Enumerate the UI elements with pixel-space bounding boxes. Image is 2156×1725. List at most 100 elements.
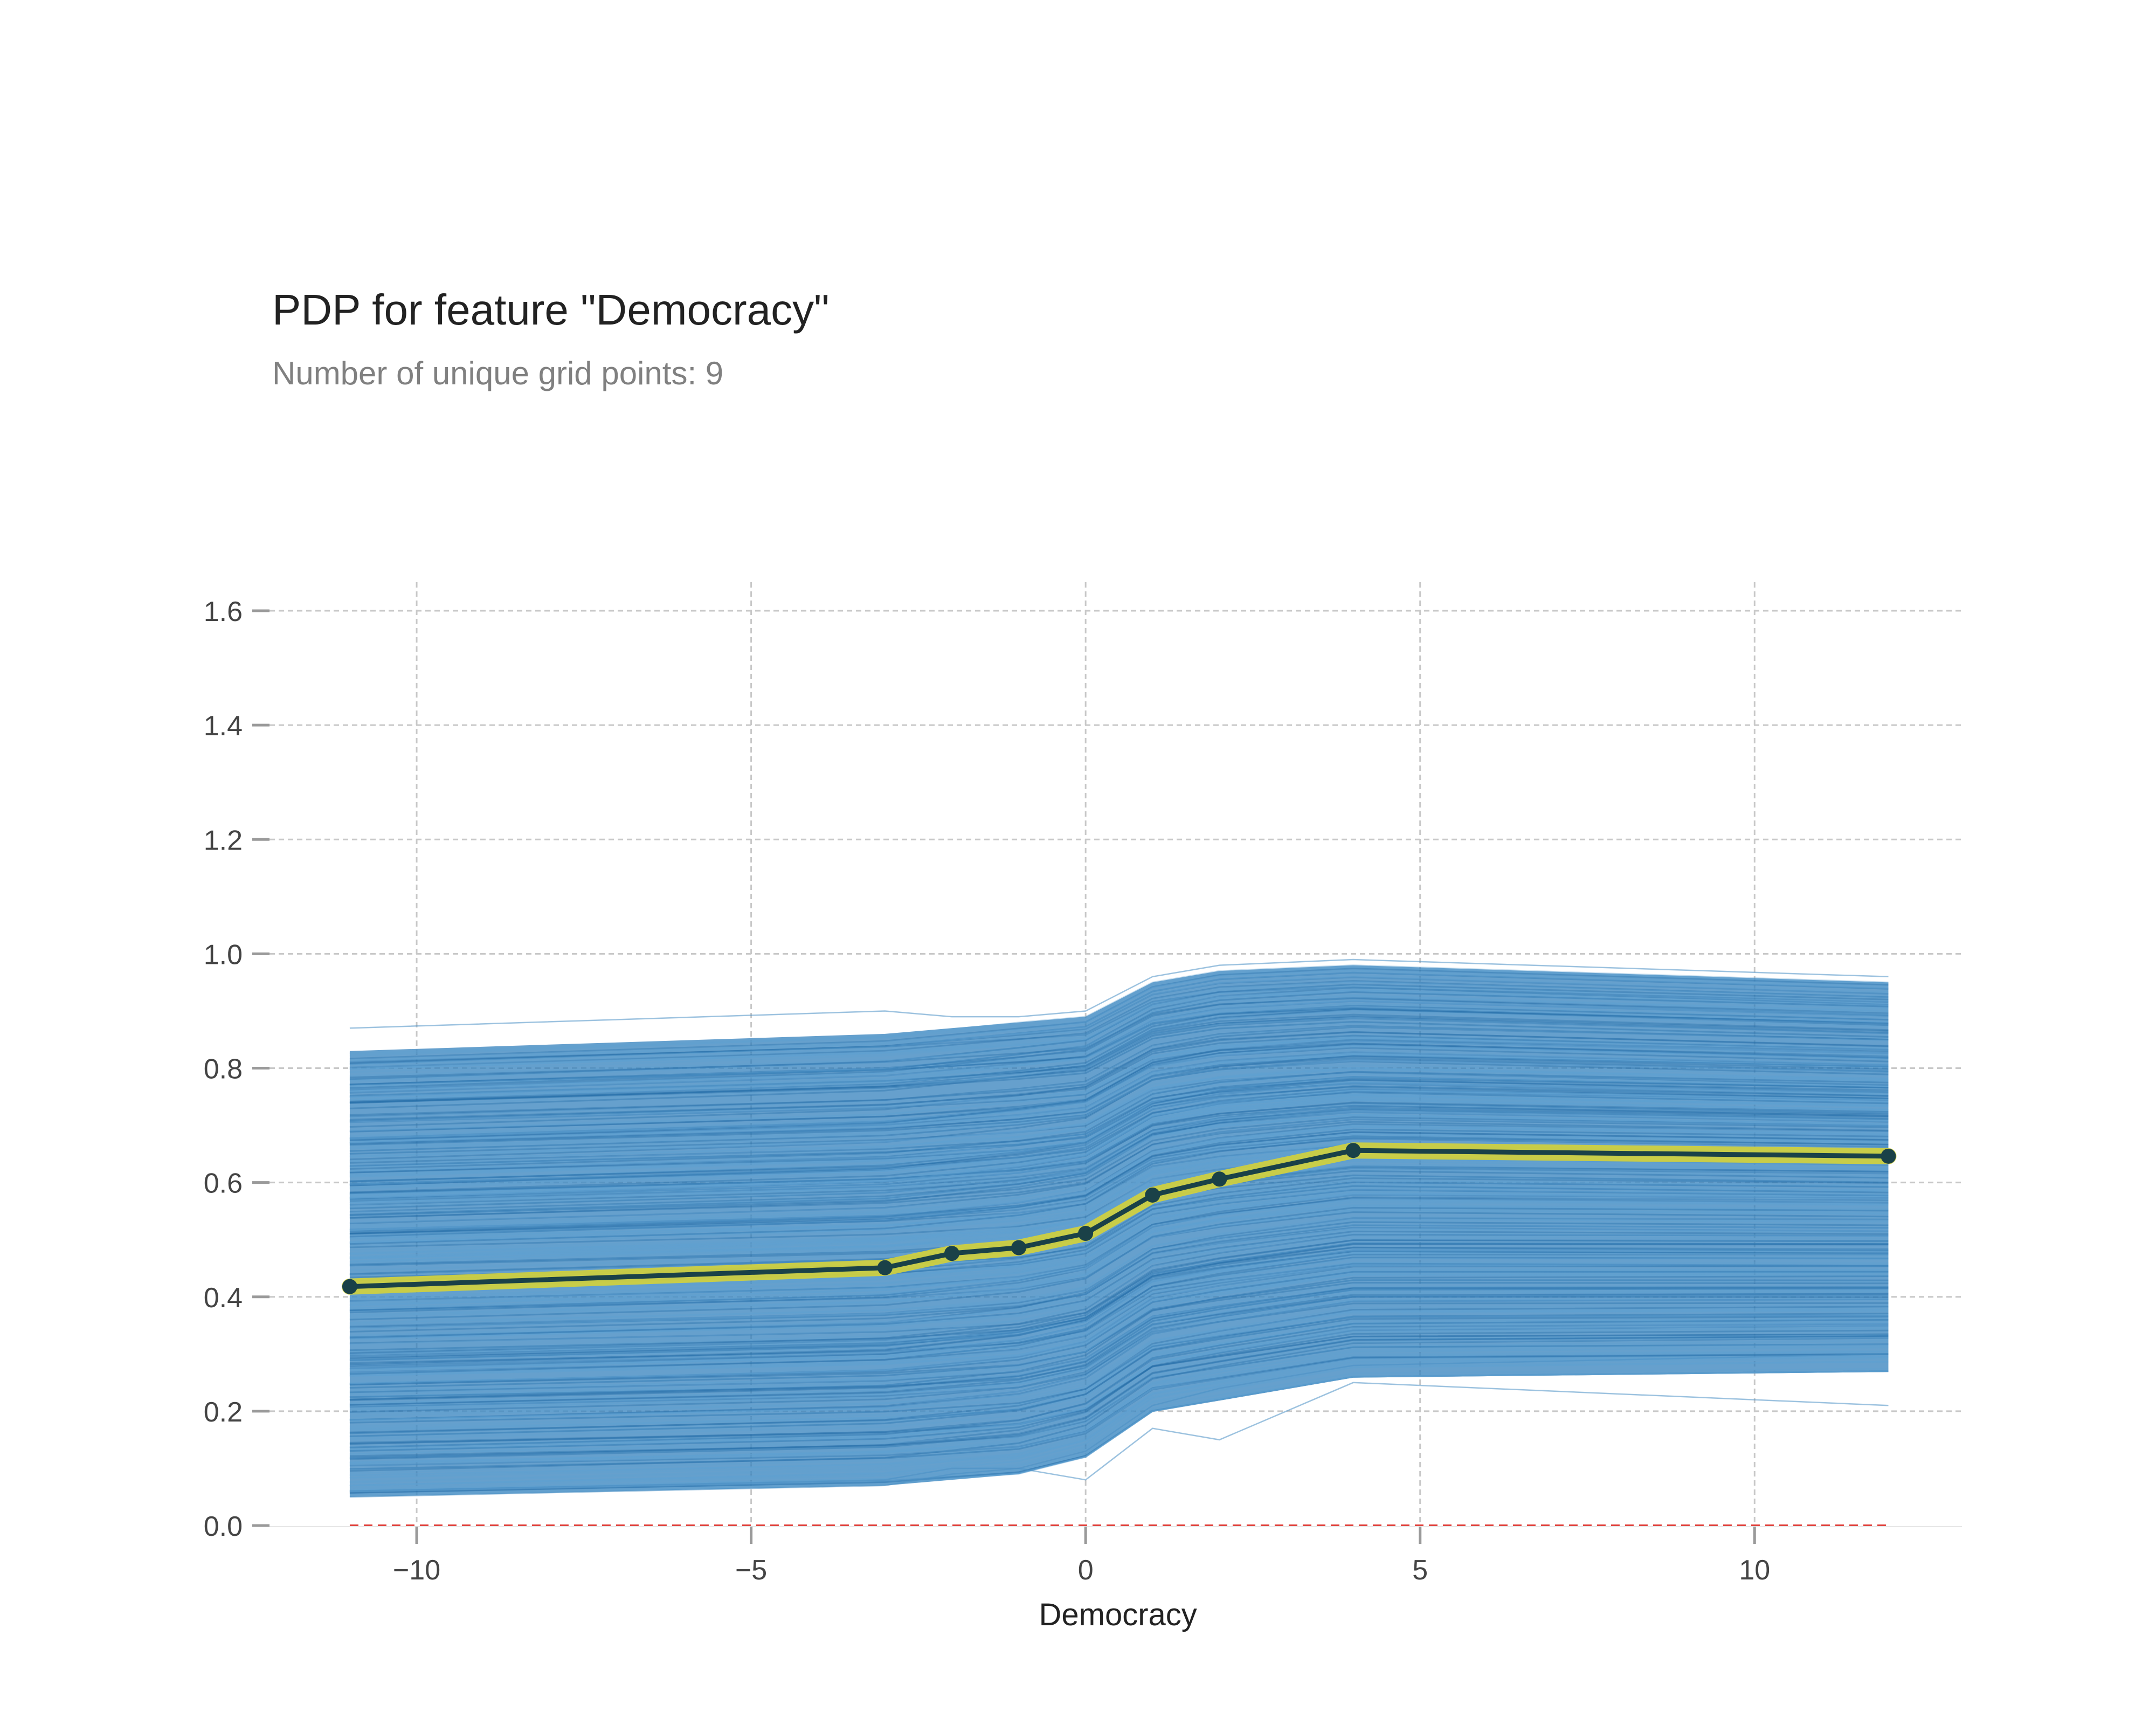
ice-line — [349, 1082, 1889, 1167]
ice-line — [349, 1192, 1889, 1306]
ice-line — [349, 990, 1889, 1070]
ice-line — [349, 1216, 1889, 1329]
ice-line — [349, 1313, 1889, 1437]
ice-line — [349, 1208, 1889, 1313]
ice-line — [349, 981, 1889, 1070]
ice-line — [349, 1090, 1889, 1199]
ice-line — [349, 1099, 1889, 1195]
ice-line — [349, 1137, 1889, 1234]
ice-line — [349, 1353, 1889, 1484]
ice-outlier-line — [349, 958, 1889, 1029]
ice-line — [349, 1103, 1889, 1216]
ice-line — [349, 1137, 1889, 1230]
ice-line — [349, 1344, 1889, 1474]
ice-line — [349, 990, 1889, 1092]
ice-line — [349, 1273, 1889, 1377]
ice-line — [349, 1194, 1889, 1312]
ice-line — [349, 1117, 1889, 1231]
ice-line — [349, 1133, 1889, 1232]
ice-line — [349, 1296, 1889, 1398]
ice-line — [349, 971, 1889, 1066]
ice-line — [349, 1004, 1889, 1094]
ice-line — [349, 1320, 1889, 1440]
ice-line — [349, 1264, 1889, 1370]
ice-line — [349, 1142, 1889, 1241]
ice-line — [349, 1000, 1889, 1098]
ice-line — [349, 1288, 1889, 1404]
ice-line — [349, 1246, 1889, 1344]
ice-line — [349, 1270, 1889, 1377]
ice-line — [349, 1189, 1889, 1287]
ice-line — [349, 1209, 1889, 1317]
ice-line — [349, 1115, 1889, 1203]
ice-line — [349, 1264, 1889, 1374]
ice-line — [349, 1211, 1889, 1306]
ice-line — [349, 1054, 1889, 1149]
ice-line — [349, 1370, 1889, 1493]
ice-line — [349, 1133, 1889, 1236]
ice-line — [349, 1068, 1889, 1157]
ice-line — [349, 1136, 1889, 1245]
ice-line — [349, 1292, 1889, 1421]
ice-line — [349, 1111, 1889, 1206]
ice-line — [349, 1221, 1889, 1328]
ice-line — [349, 1003, 1889, 1086]
ice-line — [349, 1263, 1889, 1384]
ice-line — [349, 1313, 1889, 1434]
ice-line — [349, 1075, 1889, 1168]
ice-line — [349, 1308, 1889, 1438]
ice-line — [349, 1298, 1889, 1422]
ice-line — [349, 1051, 1889, 1143]
ice-line — [349, 1182, 1889, 1294]
ice-line — [349, 1068, 1889, 1178]
y-tick-label: 1.4 — [204, 710, 243, 742]
ice-line — [349, 1250, 1889, 1358]
ice-line — [349, 1310, 1889, 1414]
pdp-point — [877, 1260, 893, 1275]
ice-line — [349, 1099, 1889, 1196]
ice-line — [349, 1298, 1889, 1421]
ice-line — [349, 1370, 1889, 1494]
ice-line — [349, 1271, 1889, 1393]
ice-line — [349, 1008, 1889, 1104]
ice-line — [349, 1091, 1889, 1182]
ice-line — [349, 1085, 1889, 1188]
ice-line — [349, 1081, 1889, 1185]
ice-line — [349, 1298, 1889, 1410]
ice-line — [349, 1000, 1889, 1086]
ice-line — [349, 1046, 1889, 1140]
ice-line — [349, 1095, 1889, 1205]
y-tick-label: 0.8 — [204, 1054, 243, 1085]
ice-line — [349, 1262, 1889, 1364]
ice-line — [349, 1109, 1889, 1199]
ice-line — [349, 1220, 1889, 1330]
ice-line — [349, 1126, 1889, 1238]
ice-line — [349, 1361, 1889, 1489]
ice-line — [349, 1059, 1889, 1152]
ice-line — [349, 1128, 1889, 1238]
ice-line — [349, 1040, 1889, 1123]
ice-line — [349, 1034, 1889, 1121]
ice-line — [349, 1098, 1889, 1186]
ice-line — [349, 1044, 1889, 1147]
ice-line — [349, 1005, 1889, 1091]
ice-line — [349, 1096, 1889, 1204]
ice-line — [349, 1315, 1889, 1424]
ice-line — [349, 1343, 1889, 1457]
ice-line — [349, 1108, 1889, 1219]
ice-line — [349, 1089, 1889, 1199]
ice-line — [349, 1224, 1889, 1333]
x-tick-label: −10 — [393, 1555, 440, 1586]
ice-line — [349, 1131, 1889, 1232]
ice-line — [349, 966, 1889, 1062]
ice-line — [349, 1335, 1889, 1459]
ice-line — [349, 1186, 1889, 1303]
ice-line — [349, 1327, 1889, 1449]
ice-line — [349, 1356, 1889, 1476]
ice-line — [349, 1184, 1889, 1290]
ice-line — [349, 1252, 1889, 1367]
ice-line — [349, 1306, 1889, 1434]
ice-line — [349, 1092, 1889, 1195]
ice-line — [349, 1089, 1889, 1175]
ice-line — [349, 1142, 1889, 1231]
